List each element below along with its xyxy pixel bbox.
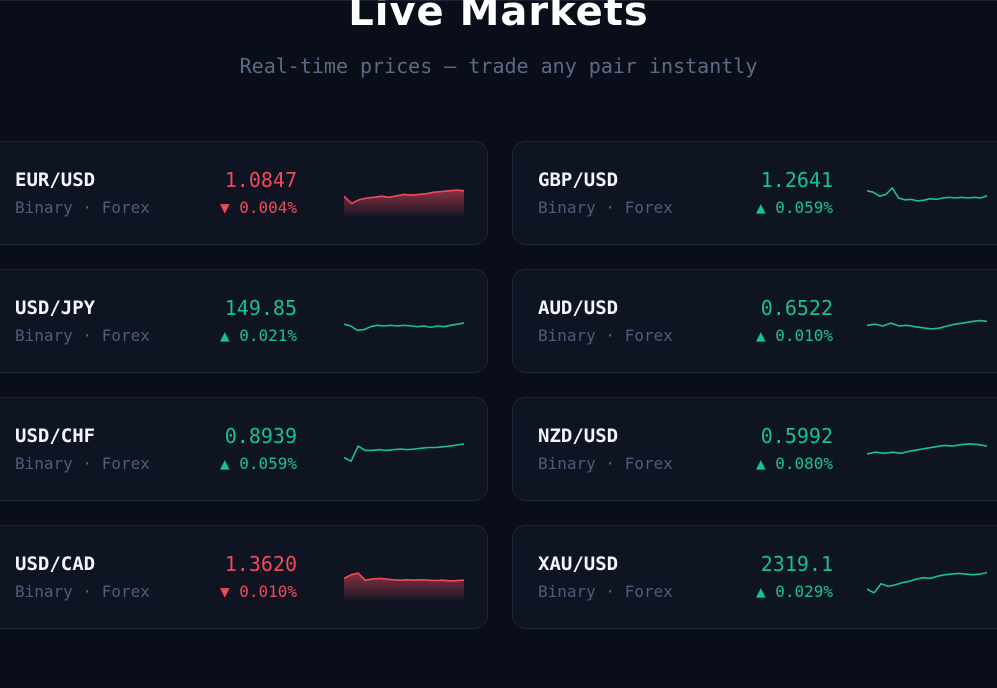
- market-card-nzdusd[interactable]: NZD/USD Binary · Forex 0.5992 ▲ 0.080%: [512, 397, 997, 501]
- market-category: Binary · Forex: [538, 326, 673, 345]
- price-value: 0.5992: [760, 424, 833, 448]
- market-category: Binary · Forex: [15, 198, 150, 217]
- sparkline-chart: [867, 319, 987, 330]
- pair-name: XAU/USD: [538, 553, 619, 575]
- market-category: Binary · Forex: [15, 326, 150, 345]
- top-divider: [0, 0, 997, 1]
- page-title: Live Markets: [348, 0, 649, 35]
- pair-name: EUR/USD: [15, 169, 96, 191]
- price-value: 1.3620: [224, 552, 297, 576]
- price-change: ▲ 0.059%: [755, 198, 833, 217]
- price-value: 2319.1: [760, 552, 833, 576]
- sparkline-chart: [867, 443, 987, 455]
- price-value: 0.8939: [224, 424, 297, 448]
- price-value: 1.0847: [224, 168, 297, 192]
- sparkline-chart: [344, 189, 464, 216]
- sparkline-line: [344, 322, 464, 332]
- market-category: Binary · Forex: [538, 454, 673, 473]
- pair-name: AUD/USD: [538, 297, 619, 319]
- sparkline-line: [867, 319, 987, 330]
- market-card-eurusd[interactable]: EUR/USD Binary · Forex 1.0847 ▼ 0.004%: [0, 141, 488, 245]
- price-change: ▲ 0.021%: [219, 326, 297, 345]
- sparkline-line: [344, 443, 464, 463]
- pair-name: GBP/USD: [538, 169, 619, 191]
- sparkline-line: [867, 187, 987, 202]
- market-card-usdchf[interactable]: USD/CHF Binary · Forex 0.8939 ▲ 0.059%: [0, 397, 488, 501]
- market-card-usdcad[interactable]: USD/CAD Binary · Forex 1.3620 ▼ 0.010%: [0, 525, 488, 629]
- page-subtitle: Real-time prices — trade any pair instan…: [239, 54, 758, 78]
- pair-name: USD/JPY: [15, 297, 96, 319]
- pair-name: USD/CAD: [15, 553, 96, 575]
- price-change: ▼ 0.004%: [219, 198, 297, 217]
- price-change: ▲ 0.059%: [219, 454, 297, 473]
- sparkline-chart: [344, 572, 464, 600]
- sparkline-chart: [344, 443, 464, 463]
- sparkline-line: [344, 572, 464, 582]
- price-change: ▲ 0.010%: [755, 326, 833, 345]
- market-card-gbpusd[interactable]: GBP/USD Binary · Forex 1.2641 ▲ 0.059%: [512, 141, 997, 245]
- price-value: 149.85: [224, 296, 297, 320]
- sparkline-chart: [344, 322, 464, 332]
- market-card-usdjpy[interactable]: USD/JPY Binary · Forex 149.85 ▲ 0.021%: [0, 269, 488, 373]
- price-value: 1.2641: [760, 168, 833, 192]
- sparkline-area: [344, 190, 464, 216]
- price-value: 0.6522: [760, 296, 833, 320]
- market-category: Binary · Forex: [15, 454, 150, 473]
- price-change: ▼ 0.010%: [219, 582, 297, 601]
- market-category: Binary · Forex: [538, 198, 673, 217]
- sparkline-line: [867, 571, 987, 594]
- sparkline-line: [344, 189, 464, 205]
- pair-name: NZD/USD: [538, 425, 619, 447]
- sparkline-area: [344, 573, 464, 600]
- market-category: Binary · Forex: [15, 582, 150, 601]
- price-change: ▲ 0.029%: [755, 582, 833, 601]
- sparkline-line: [867, 443, 987, 455]
- pair-name: USD/CHF: [15, 425, 96, 447]
- price-change: ▲ 0.080%: [755, 454, 833, 473]
- market-category: Binary · Forex: [538, 582, 673, 601]
- market-card-audusd[interactable]: AUD/USD Binary · Forex 0.6522 ▲ 0.010%: [512, 269, 997, 373]
- market-card-xauusd[interactable]: XAU/USD Binary · Forex 2319.1 ▲ 0.029%: [512, 525, 997, 629]
- sparkline-chart: [867, 571, 987, 594]
- sparkline-chart: [867, 187, 987, 202]
